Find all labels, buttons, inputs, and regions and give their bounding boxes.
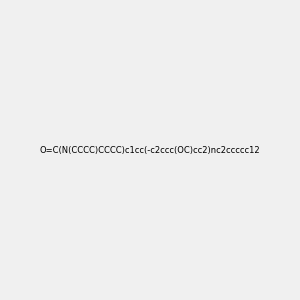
Text: O=C(N(CCCC)CCCC)c1cc(-c2ccc(OC)cc2)nc2ccccc12: O=C(N(CCCC)CCCC)c1cc(-c2ccc(OC)cc2)nc2cc…	[40, 146, 260, 154]
